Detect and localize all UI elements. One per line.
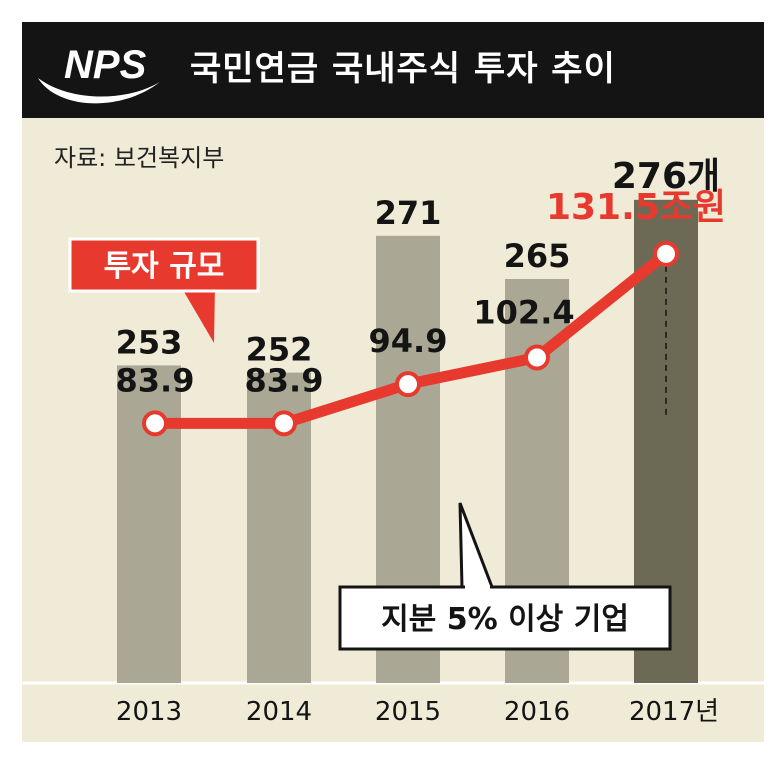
- bar-label-2014: 252: [246, 331, 313, 369]
- line-series-callout: 투자 규모: [68, 237, 260, 343]
- chart-title: 국민연금 국내주식 투자 추이: [190, 49, 616, 89]
- source-note: 자료: 보건복지부: [54, 144, 225, 172]
- line-point-2017년: [653, 240, 679, 267]
- line-label-2013: 83.9: [116, 361, 195, 399]
- x-tick-2017년: 2017년: [629, 697, 719, 727]
- bar-label-2017년: 276개: [612, 156, 720, 197]
- bar-label-2016: 265: [504, 237, 571, 275]
- bar-series-callout: 지분 5% 이상 기업: [338, 502, 672, 651]
- x-tick-2015: 2015: [375, 697, 441, 727]
- line-label-2017년: 131.5조원: [546, 187, 726, 228]
- x-tick-2013: 2013: [116, 697, 182, 727]
- x-tick-2014: 2014: [246, 697, 312, 727]
- line-label-2014: 83.9: [245, 361, 324, 399]
- line-label-2016: 102.4: [473, 293, 574, 331]
- line-point-2016: [524, 344, 550, 371]
- line-point-2015: [395, 371, 421, 398]
- nps-logo-text: NPS: [64, 43, 147, 87]
- line-callout-label: 투자 규모: [104, 249, 225, 284]
- x-tick-2016: 2016: [504, 697, 570, 727]
- line-callout-box: [68, 237, 260, 293]
- header-bar: [22, 22, 764, 118]
- bar-label-2013: 253: [116, 323, 183, 361]
- line-point-2014: [271, 410, 297, 437]
- bar-label-2015: 271: [375, 194, 442, 232]
- line-label-2015: 94.9: [369, 322, 448, 360]
- line-callout-pointer: [180, 285, 215, 343]
- nps-logo: NPS: [38, 43, 160, 104]
- bar-callout-label: 지분 5% 이상 기업: [381, 602, 629, 637]
- line-point-2013: [142, 410, 168, 437]
- bar-callout-box: [338, 585, 672, 651]
